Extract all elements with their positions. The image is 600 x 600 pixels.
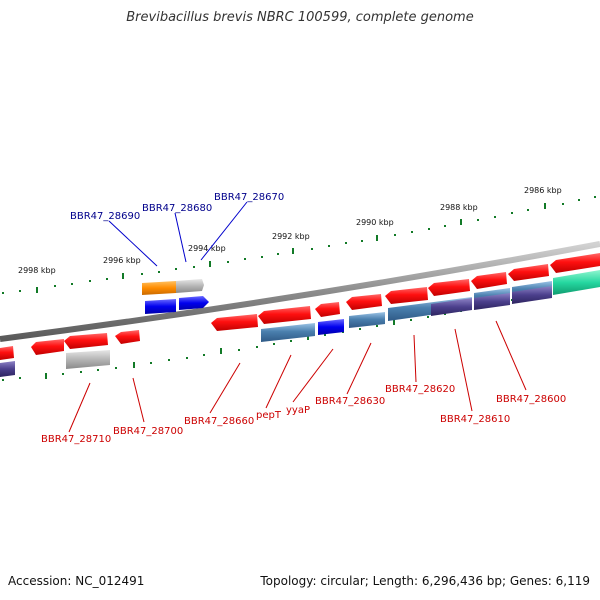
tick-label-2994: 2994 kbp xyxy=(188,244,226,253)
accession-text: Accession: NC_012491 xyxy=(8,574,145,588)
leader-line xyxy=(200,201,248,261)
gene-label-BBR47_28700[interactable]: BBR47_28700 xyxy=(113,426,183,437)
gene-arrow-red[interactable] xyxy=(471,272,507,289)
gene-label-BBR47_28620[interactable]: BBR47_28620 xyxy=(385,384,455,395)
gene-arrow-red[interactable] xyxy=(64,333,108,349)
feature-bar-purple[interactable] xyxy=(474,293,510,310)
gene-label-BBR47_28670[interactable]: BBR47_28670 xyxy=(214,192,284,203)
gene-BBR47_28680[interactable] xyxy=(176,279,204,293)
feature-bar-purple[interactable] xyxy=(512,286,552,304)
gene-BBR47_28670[interactable] xyxy=(145,299,176,314)
leader-line xyxy=(265,354,292,409)
feature-bar-purple[interactable] xyxy=(0,361,15,377)
feature-bar-grey[interactable] xyxy=(66,350,110,369)
leader-line xyxy=(495,320,527,391)
tick-label-2998: 2998 kbp xyxy=(18,266,56,275)
gene-label-BBR47_28630[interactable]: BBR47_28630 xyxy=(315,396,385,407)
gene-label-BBR47_28710[interactable]: BBR47_28710 xyxy=(41,434,111,445)
gene-arrow-red[interactable] xyxy=(508,264,549,281)
gene-forward-teal[interactable] xyxy=(553,270,600,295)
leader-line xyxy=(413,334,417,383)
gene-arrow-red[interactable] xyxy=(428,279,470,296)
gene-arrow-red[interactable] xyxy=(211,314,258,331)
tick-label-2988: 2988 kbp xyxy=(440,203,478,212)
reverse-feature-bars xyxy=(0,281,552,377)
gene-BBR47_28690[interactable] xyxy=(142,281,176,295)
genome-backbone xyxy=(0,241,600,342)
gene-arrow-red[interactable] xyxy=(315,302,340,317)
leader-line xyxy=(174,212,187,263)
leader-line xyxy=(108,220,158,267)
gene-BBR47_28670b[interactable] xyxy=(179,296,209,310)
feature-bar-blue[interactable] xyxy=(349,312,385,328)
gene-label-pepT[interactable]: pepT xyxy=(256,410,282,421)
gene-arrow-red[interactable] xyxy=(31,339,64,355)
genome-title: Brevibacillus brevis NBRC 100599, comple… xyxy=(126,10,474,25)
forward-genes xyxy=(142,270,600,314)
gene-label-BBR47_28680[interactable]: BBR47_28680 xyxy=(142,203,212,214)
gene-arrow-red[interactable] xyxy=(385,287,428,304)
leader-line xyxy=(132,377,145,423)
gene-label-BBR47_28610[interactable]: BBR47_28610 xyxy=(440,414,510,425)
reverse-genes-red xyxy=(0,253,600,360)
gene-label-yyaP[interactable]: yyaP xyxy=(286,405,310,416)
feature-bar-purple[interactable] xyxy=(431,298,472,316)
leader-line xyxy=(346,342,372,395)
gene-arrow-red[interactable] xyxy=(258,306,311,324)
tick-label-2990: 2990 kbp xyxy=(356,218,394,227)
tick-label-2992: 2992 kbp xyxy=(272,232,310,241)
tick-label-2996: 2996 kbp xyxy=(103,256,141,265)
forward-leader-lines xyxy=(108,201,248,267)
gene-arrow-red[interactable] xyxy=(115,330,140,344)
leader-line xyxy=(292,348,334,403)
outer-tick-track xyxy=(2,196,596,294)
gene-label-BBR47_28600[interactable]: BBR47_28600 xyxy=(496,394,566,405)
tick-label-2986: 2986 kbp xyxy=(524,186,562,195)
gene-arrow-red[interactable] xyxy=(346,294,382,310)
leader-line xyxy=(454,328,473,412)
gene-arrow-red[interactable] xyxy=(0,346,14,360)
feature-bar-brightblue[interactable] xyxy=(318,319,344,335)
gene-arrow-red[interactable] xyxy=(550,253,600,273)
gene-label-BBR47_28660[interactable]: BBR47_28660 xyxy=(184,416,254,427)
reverse-leader-lines xyxy=(68,320,527,433)
leader-line xyxy=(209,362,241,414)
genome-info-text: Topology: circular; Length: 6,296,436 bp… xyxy=(260,574,590,588)
feature-bar-blue[interactable] xyxy=(261,323,315,342)
leader-line xyxy=(68,382,91,433)
gene-label-BBR47_28690[interactable]: BBR47_28690 xyxy=(70,211,140,222)
